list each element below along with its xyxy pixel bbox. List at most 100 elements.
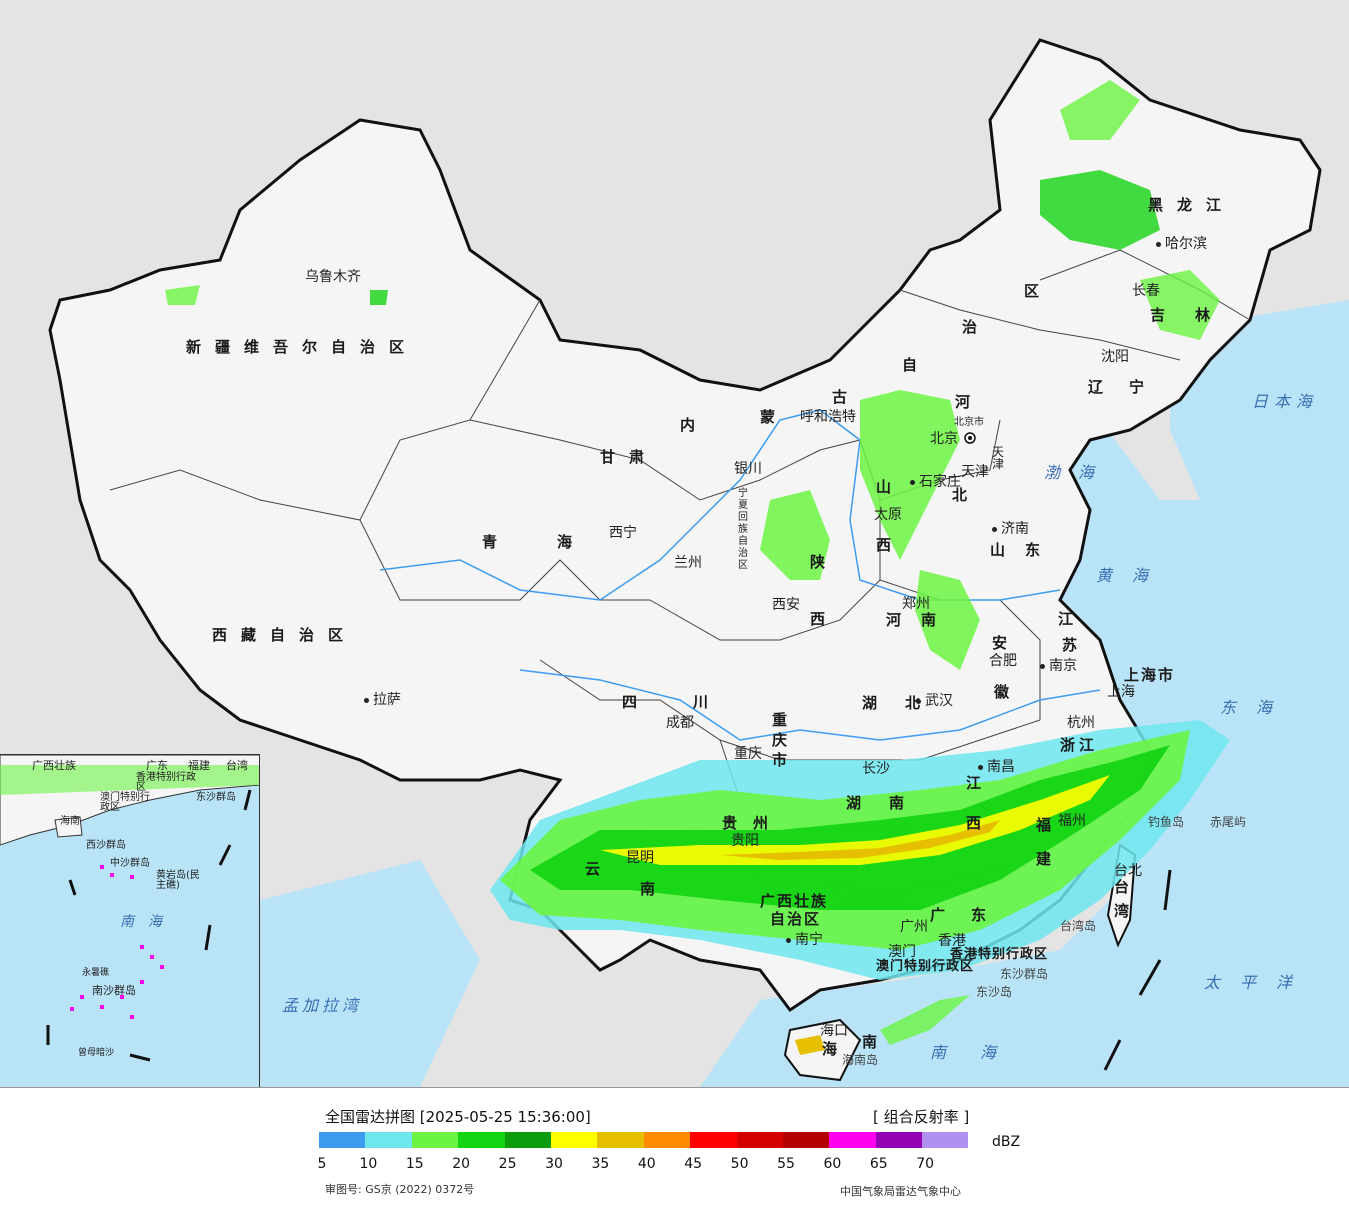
city-lanzhou: 兰州 <box>674 555 702 571</box>
echo-xinjiang <box>165 285 200 305</box>
city-chengdu: 成都 <box>666 715 694 731</box>
inset-macau: 澳门特别行政区 <box>100 792 150 813</box>
south-china-sea-inset: 广西壮族 广东 福建 台湾 香港特别行政区 澳门特别行政区 东沙群岛 海南 西沙… <box>0 754 260 1087</box>
city-tianjin: 天津 <box>961 464 989 480</box>
radar-map: 新疆维吾尔自治区 西藏自治区 青海 甘肃 内 蒙 古 自 治 区 黑龙江 吉林 … <box>0 0 1349 1087</box>
city-hongkong: 香港 <box>938 933 966 949</box>
legend-swatch-10 <box>782 1132 830 1148</box>
label-fujian-1: 福 <box>1036 816 1066 834</box>
label-sichuan: 四川 <box>622 693 765 711</box>
sea-pacific: 太平洋 <box>1204 973 1313 992</box>
label-anhui-1: 安 <box>992 634 1022 652</box>
echo-henan <box>915 570 980 670</box>
sea-east: 东海 <box>1220 698 1293 717</box>
label-nmg-2: 蒙 <box>760 408 790 426</box>
label-chongqing: 重庆市 <box>772 711 788 769</box>
legend-product: [ 组合反射率 ] <box>873 1108 970 1126</box>
inset-yongshu: 永暑礁 <box>82 968 110 978</box>
city-kunming: 昆明 <box>626 850 654 866</box>
city-nanjing: 南京 <box>1040 659 1077 673</box>
island-taiwan: 台湾岛 <box>1060 919 1097 933</box>
label-nmg-3: 古 <box>832 388 862 406</box>
inset-hainan: 海南 <box>60 816 80 827</box>
echo-south-20 <box>530 745 1170 910</box>
city-macau: 澳门 <box>888 944 916 960</box>
legend-swatch-3 <box>458 1132 505 1148</box>
inset-huangyan: 黄岩岛(民主礁) <box>156 870 200 891</box>
sea-bengal: 孟加拉湾 <box>282 996 363 1015</box>
label-nmg-6: 区 <box>1024 282 1054 300</box>
inset-canvas <box>0 755 259 1062</box>
label-nmg-1: 内 <box>680 416 710 434</box>
city-taiyuan: 太原 <box>874 507 902 523</box>
label-xizang: 西藏自治区 <box>212 626 358 644</box>
label-shanghai: 上海市 <box>1124 666 1176 684</box>
inset-hongkong: 香港特别行政区 <box>136 772 196 793</box>
label-gansu: 甘肃 <box>600 448 659 466</box>
bengal-area <box>260 860 480 1087</box>
city-chongqing: 重庆 <box>734 746 762 762</box>
label-jiangsu-2: 苏 <box>1062 636 1092 654</box>
echo-shaanxi <box>760 490 830 580</box>
label-guangxi-1: 广西壮族 <box>760 892 829 910</box>
island-dongsha-group: 东沙群岛 <box>1000 967 1049 981</box>
echo-urumqi <box>370 290 388 305</box>
label-nmg-4: 自 <box>902 356 932 374</box>
label-shanxi-1: 山 <box>876 478 906 496</box>
echo-jilin <box>1140 270 1220 340</box>
city-guangzhou: 广州 <box>900 919 928 935</box>
inset-reefs <box>70 865 164 1019</box>
legend-tick-30: 30 <box>545 1156 563 1172</box>
legend-swatch-8 <box>690 1132 737 1148</box>
label-taiwan-1: 台 <box>1114 878 1144 896</box>
legend-tick-55: 55 <box>777 1156 795 1172</box>
label-heilongjiang: 黑龙江 <box>1148 196 1236 214</box>
echo-scs <box>880 995 970 1045</box>
label-macau: 澳门特别行政区 <box>876 959 975 974</box>
label-hunan: 湖南 <box>846 794 933 812</box>
city-nanning: 南宁 <box>786 933 823 947</box>
label-jilin: 吉林 <box>1150 306 1241 324</box>
label-jiangxi-2: 西 <box>966 814 996 832</box>
city-jinan: 济南 <box>992 522 1029 536</box>
east-sea-area <box>700 420 1349 1087</box>
legend-swatch-2 <box>411 1132 459 1148</box>
label-shaanxi-1: 陕 <box>810 553 840 571</box>
echo-hainan <box>795 1035 825 1055</box>
city-zhengzhou: 郑州 <box>902 596 930 612</box>
label-shaanxi-2: 西 <box>810 610 840 628</box>
label-xinjiang: 新疆维吾尔自治区 <box>186 338 419 356</box>
legend-panel: 全国雷达拼图 [2025-05-25 15:36:00] [ 组合反射率 ] d… <box>0 1087 1349 1209</box>
label-hebei-2: 北 <box>952 486 982 504</box>
legend-tick-10: 10 <box>359 1156 378 1172</box>
sea-japan: 日本海 <box>1252 392 1319 411</box>
city-changsha: 长沙 <box>862 761 890 777</box>
city-harbin: 哈尔滨 <box>1156 237 1207 251</box>
city-hefei: 合肥 <box>989 653 1017 669</box>
label-hongkong: 香港特别行政区 <box>950 947 1049 962</box>
label-jiangsu-1: 江 <box>1058 610 1088 628</box>
city-xining: 西宁 <box>609 525 637 541</box>
island-dongsha: 东沙岛 <box>976 985 1013 999</box>
label-shanxi-2: 西 <box>876 536 906 554</box>
label-shandong: 山东 <box>990 541 1061 559</box>
label-yunnan-2: 南 <box>640 880 670 898</box>
capital-marker-icon <box>964 432 976 444</box>
echo-south-30 <box>600 775 1110 865</box>
inset-fujian: 福建 <box>188 759 210 772</box>
echo-south-35 <box>720 820 1000 860</box>
label-nmg-5: 治 <box>962 318 992 336</box>
city-fuzhou: 福州 <box>1058 813 1086 829</box>
legend-swatch-5 <box>550 1132 598 1148</box>
legend-tick-40: 40 <box>637 1156 656 1172</box>
legend-swatch-9 <box>736 1132 783 1148</box>
legend-swatch-7 <box>643 1132 691 1148</box>
label-jiangxi-1: 江 <box>966 774 996 792</box>
city-xian: 西安 <box>772 597 800 613</box>
label-guangxi-2: 自治区 <box>770 910 822 928</box>
label-tianjin-prov: 天津 <box>992 445 1005 471</box>
label-hainan-2: 南 <box>862 1033 892 1051</box>
city-beijing: 北京 <box>930 431 958 447</box>
city-changchun: 长春 <box>1132 283 1160 299</box>
legend-swatch-1 <box>365 1132 412 1148</box>
